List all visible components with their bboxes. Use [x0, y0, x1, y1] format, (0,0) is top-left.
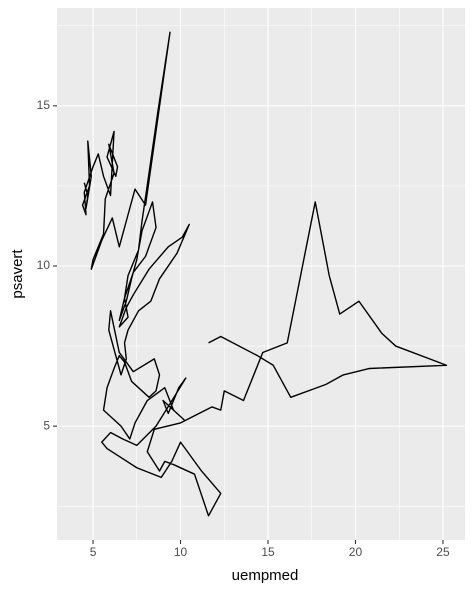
- x-tick-label: 20: [349, 545, 363, 559]
- y-axis-label: psavert: [9, 249, 26, 299]
- x-axis-label: uempmed: [232, 567, 299, 584]
- y-tick-label: 5: [43, 418, 50, 432]
- x-tick-label: 25: [436, 545, 450, 559]
- x-tick-label: 5: [90, 545, 97, 559]
- y-tick-label: 15: [37, 98, 51, 112]
- x-tick-label: 10: [174, 545, 188, 559]
- x-tick-label: 15: [261, 545, 275, 559]
- data-line: [81, 31, 448, 517]
- panel: [57, 8, 465, 540]
- y-tick-label: 10: [37, 258, 51, 272]
